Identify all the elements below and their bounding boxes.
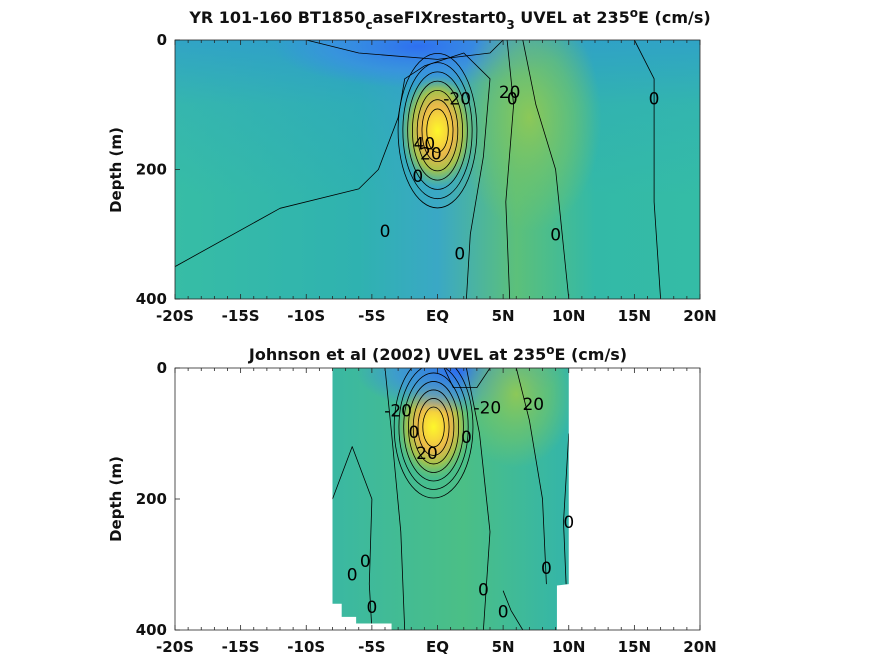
- x-tick-label: 5N: [492, 307, 515, 325]
- contour-line: [332, 446, 373, 630]
- y-tick-label: 400: [136, 290, 167, 308]
- core-undercurrent: [399, 73, 476, 188]
- x-tick-label: -20S: [156, 638, 194, 656]
- y-tick-label: 0: [157, 359, 167, 377]
- contour-label: 0: [507, 89, 518, 109]
- lower-panel: Johnson et al (2002) UVEL at 235oE (cm/s…: [107, 343, 717, 656]
- x-tick-label: -5S: [358, 638, 385, 656]
- contour-label: 20: [522, 395, 544, 415]
- contour-label: 0: [541, 559, 552, 579]
- chart-title: YR 101-160 BT1850caseFIXrestart03 UVEL a…: [188, 6, 710, 32]
- contour-line: [515, 368, 547, 585]
- contour-line: [306, 40, 504, 60]
- contour-line: [412, 389, 455, 465]
- velocity-field: [175, 40, 700, 299]
- y-tick-label: 200: [136, 490, 167, 508]
- y-axis-label: Depth (m): [107, 127, 125, 213]
- contour-line: [634, 40, 661, 299]
- x-tick-label: 15N: [618, 638, 651, 656]
- contour-label: 0: [550, 225, 561, 245]
- y-tick-label: 200: [136, 161, 167, 179]
- x-tick-label: 10N: [552, 638, 585, 656]
- upper-panel: YR 101-160 BT1850caseFIXrestart03 UVEL a…: [107, 6, 717, 325]
- contour-line: [426, 108, 449, 153]
- contour-label: 0: [380, 222, 391, 242]
- contour-label: 40: [414, 135, 436, 155]
- contour-label: 0: [366, 598, 377, 618]
- contour-label: 0: [412, 167, 423, 187]
- contour-label: 0: [360, 552, 371, 572]
- contour-line: [421, 99, 454, 163]
- x-tick-label: -5S: [358, 307, 385, 325]
- contour-line: [403, 372, 464, 482]
- x-tick-label: -15S: [222, 307, 260, 325]
- contour-label: -20: [473, 398, 501, 418]
- contour-line: [416, 90, 459, 172]
- contour-lines: [332, 368, 569, 630]
- x-tick-label: -10S: [287, 638, 325, 656]
- x-tick-label: EQ: [426, 638, 449, 656]
- contour-line: [384, 368, 406, 630]
- contour-label: -20: [384, 402, 412, 422]
- contour-label: -20: [443, 89, 471, 109]
- contour-label: 20: [499, 83, 521, 103]
- x-tick-label: 20N: [683, 307, 716, 325]
- contour-label: 0: [461, 428, 472, 448]
- contour-line: [397, 52, 478, 209]
- contour-line: [398, 368, 469, 490]
- chart-title: Johnson et al (2002) UVEL at 235oE (cm/s…: [248, 343, 627, 364]
- contour-line: [522, 40, 570, 299]
- contour-label: 0: [408, 423, 419, 443]
- contour-label: 0: [649, 89, 660, 109]
- y-tick-label: 400: [136, 621, 167, 639]
- velocity-field: [332, 368, 569, 630]
- contour-label: 0: [498, 603, 509, 623]
- contour-line: [408, 381, 460, 473]
- x-tick-label: 10N: [552, 307, 585, 325]
- x-tick-label: -10S: [287, 307, 325, 325]
- contour-line: [393, 368, 474, 499]
- contour-line: [443, 368, 491, 388]
- contour-line: [402, 62, 473, 200]
- core-eastward-ncc: [458, 368, 569, 468]
- x-tick-label: -20S: [156, 307, 194, 325]
- contour-label: 0: [478, 580, 489, 600]
- contour-line: [466, 368, 491, 630]
- contour-line: [502, 590, 524, 630]
- contour-line: [412, 80, 463, 181]
- x-tick-label: 5N: [492, 638, 515, 656]
- contour-line: [563, 433, 569, 585]
- contour-lines: [175, 40, 661, 299]
- contour-label: 0: [454, 245, 465, 265]
- x-tick-label: -15S: [222, 638, 260, 656]
- contour-line: [407, 71, 468, 190]
- contour-label: 0: [347, 565, 358, 585]
- x-tick-label: 15N: [618, 307, 651, 325]
- contour-label: 20: [416, 444, 438, 464]
- y-tick-label: 0: [157, 31, 167, 49]
- contour-line: [175, 52, 491, 299]
- x-tick-label: 20N: [683, 638, 716, 656]
- contour-label: 0: [563, 513, 574, 533]
- contour-line: [422, 406, 445, 448]
- contour-line: [417, 398, 450, 456]
- contour-line: [505, 40, 514, 299]
- x-tick-label: EQ: [426, 307, 449, 325]
- y-axis-label: Depth (m): [107, 456, 125, 542]
- contour-label: 20: [420, 144, 442, 164]
- core-eastward-ncc: [457, 40, 602, 232]
